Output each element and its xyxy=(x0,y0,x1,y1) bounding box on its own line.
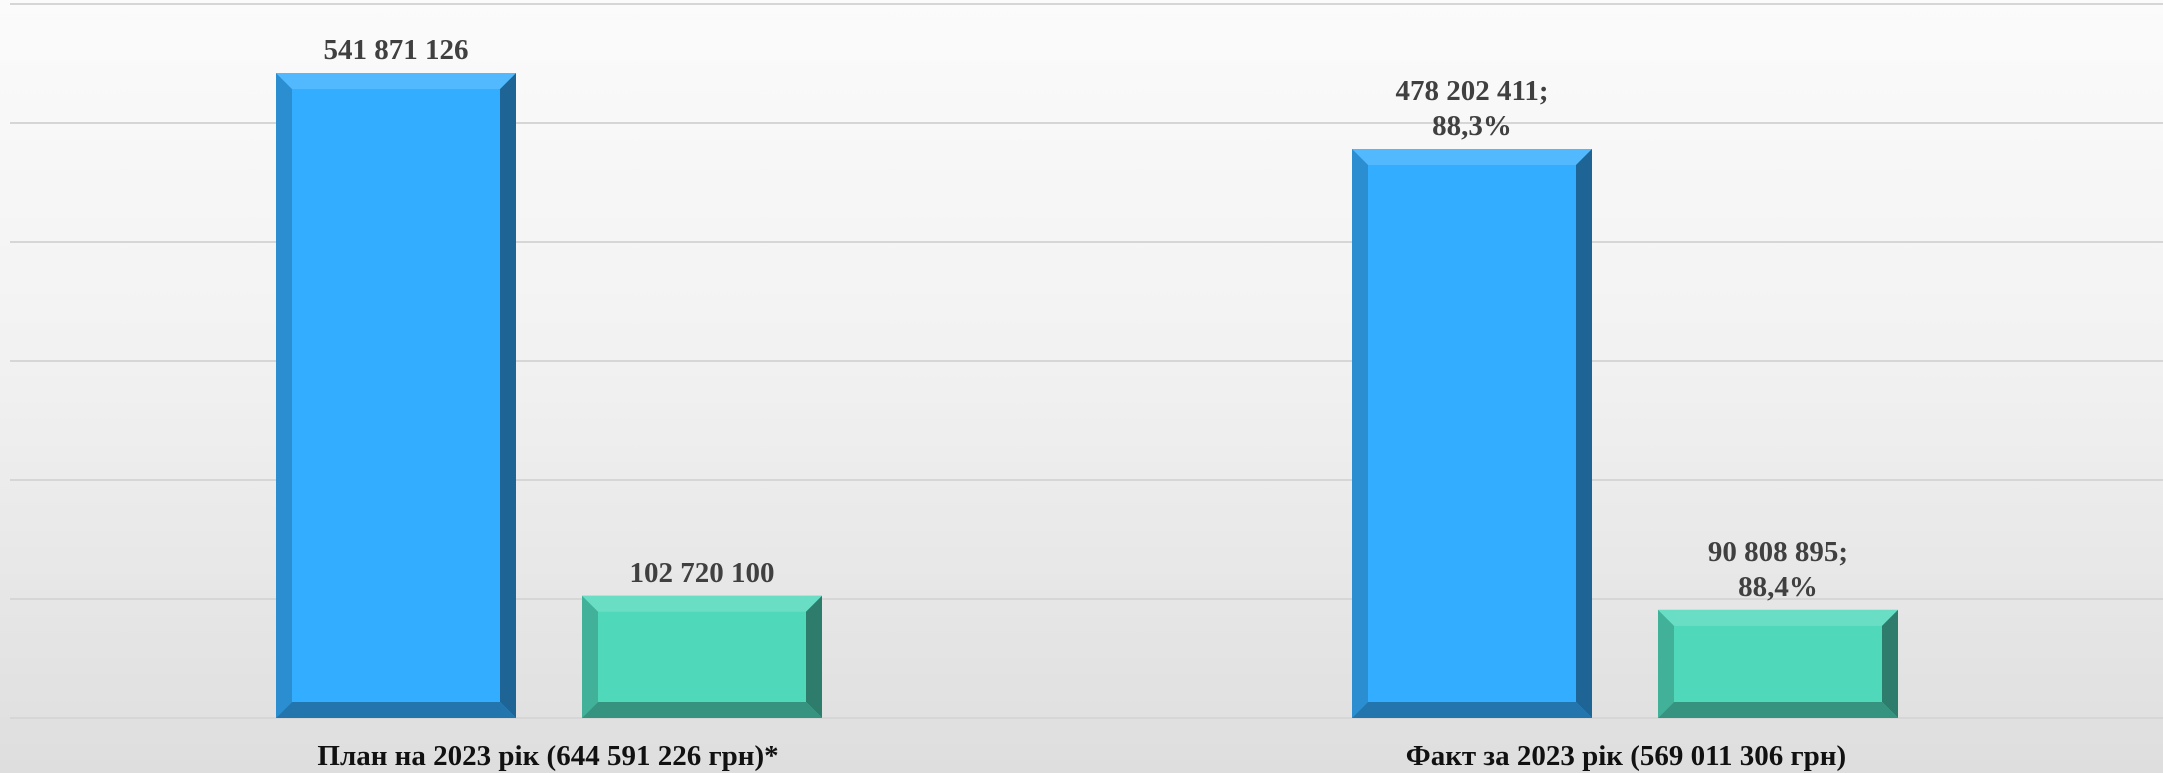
data-label: 90 808 895; 88,4% xyxy=(1708,536,1848,603)
bar xyxy=(582,595,822,718)
data-labels: 541 871 126 478 202 411; 88,3% 102 720 100 9… xyxy=(324,34,1849,603)
bar xyxy=(1658,609,1898,718)
category-labels: План на 2023 рік (644 591 226 грн)* Факт… xyxy=(317,740,1846,772)
category-label-fact: Факт за 2023 рік (569 011 306 грн) xyxy=(1406,740,1846,772)
category-label-plan: План на 2023 рік (644 591 226 грн)* xyxy=(317,740,778,772)
bars xyxy=(276,73,1898,719)
data-label: 478 202 411; 88,3% xyxy=(1395,75,1548,142)
data-label: 541 871 126 xyxy=(324,34,469,66)
bar xyxy=(276,73,516,719)
bar xyxy=(1352,148,1592,718)
data-label: 102 720 100 xyxy=(630,557,775,589)
